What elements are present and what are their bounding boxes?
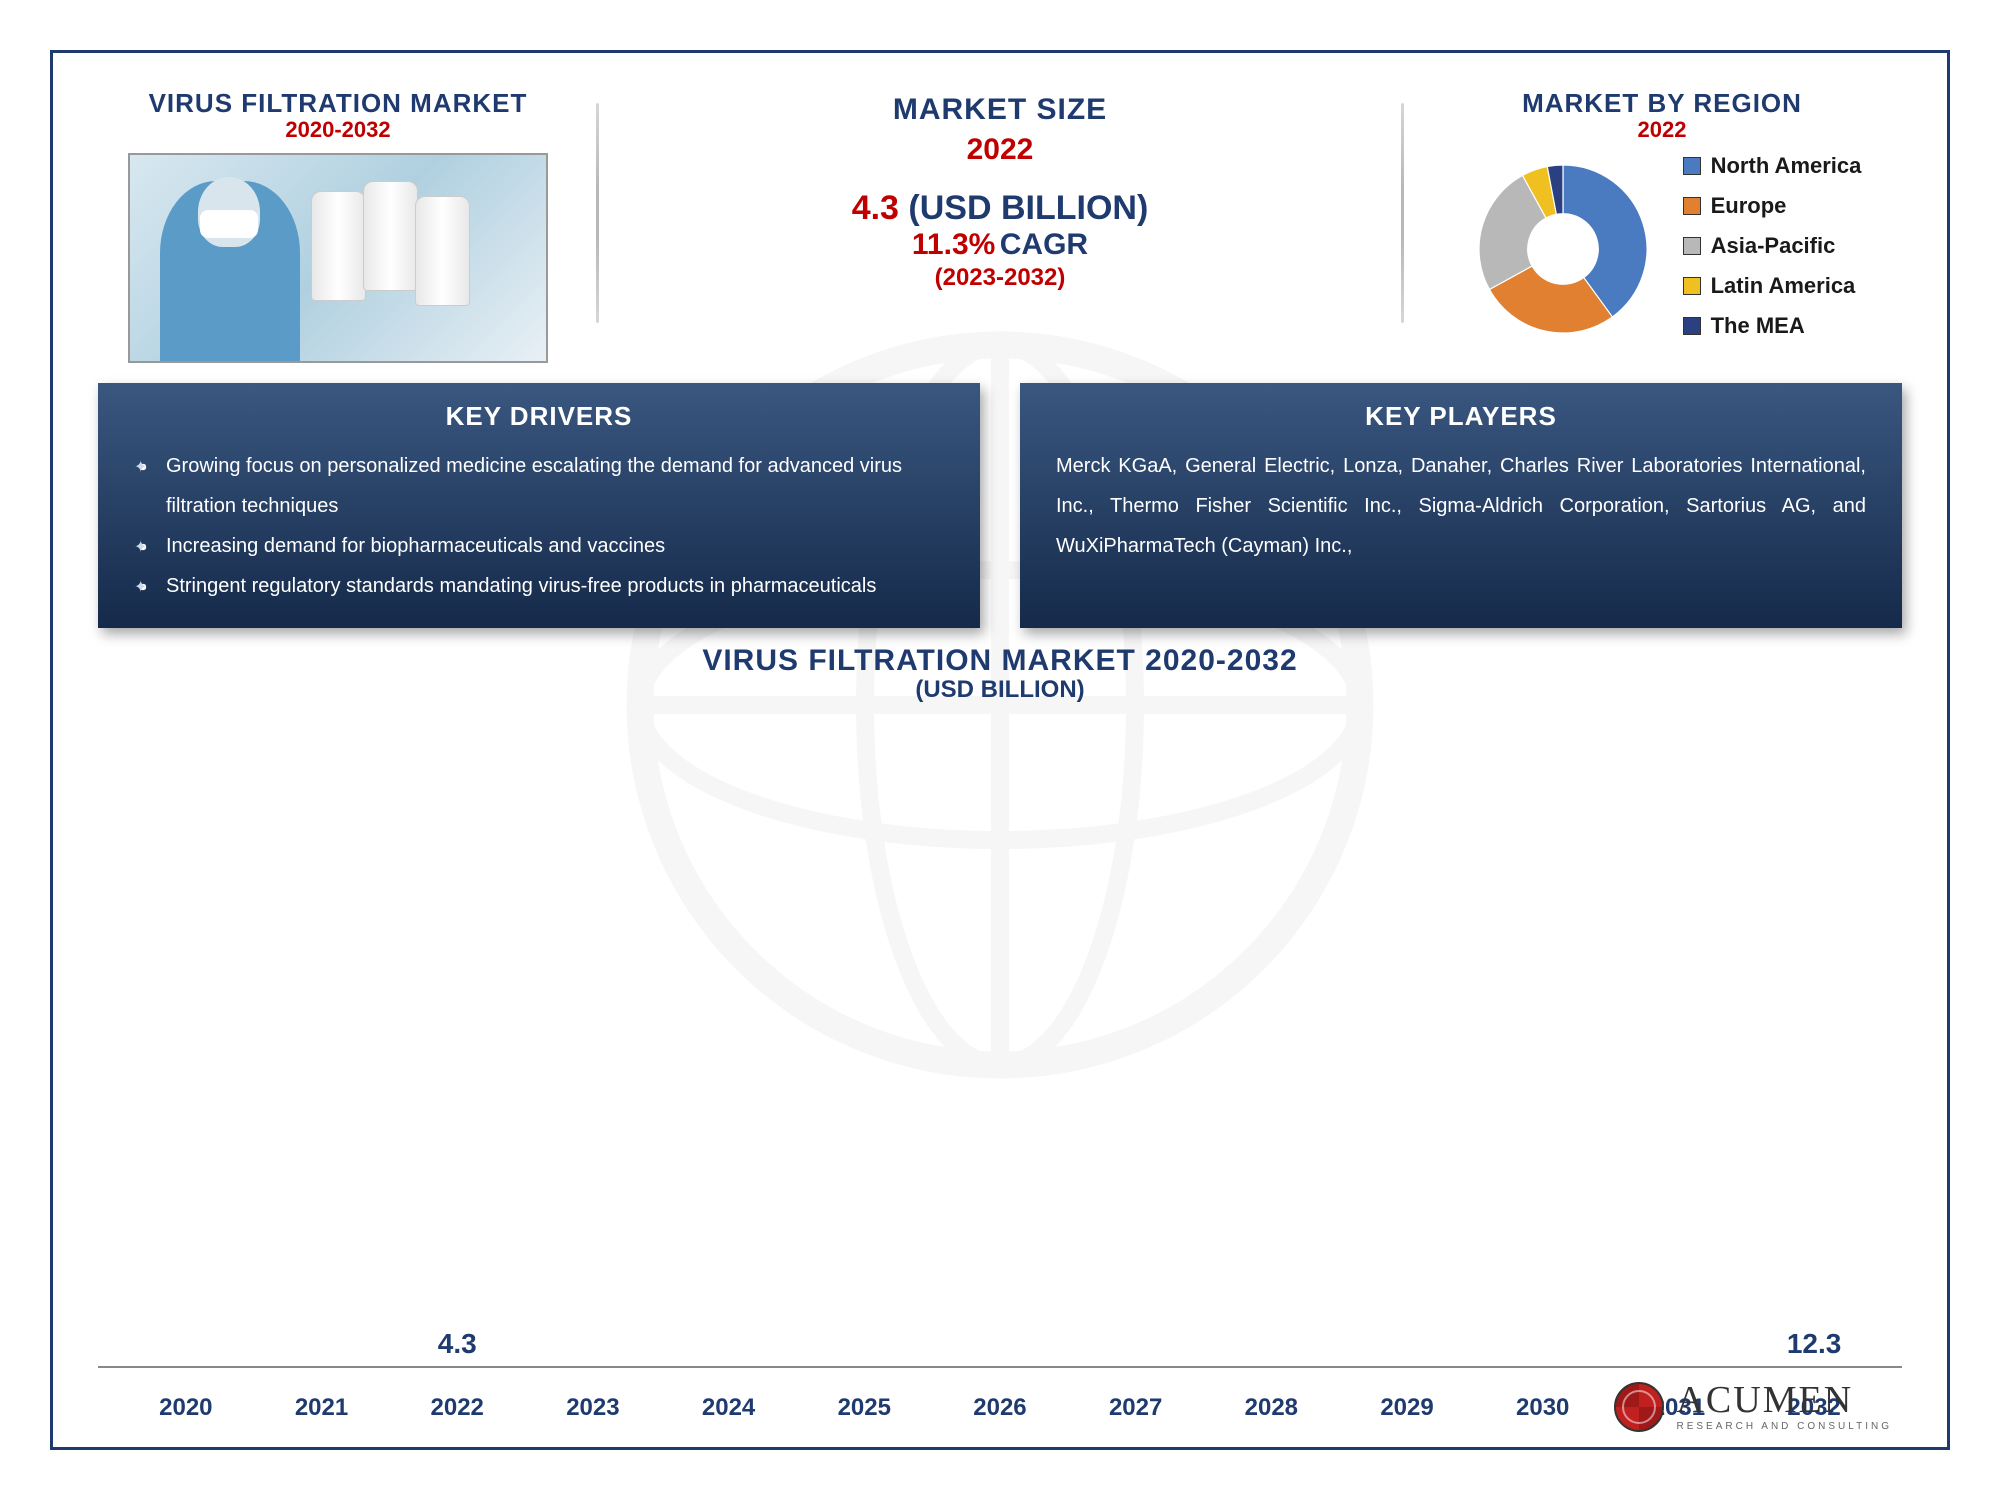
region-chart-wrap: North America Europe Asia-Pacific Latin Ame… [1463, 149, 1862, 349]
hero-image [128, 153, 548, 363]
legend-item: Latin America [1683, 273, 1862, 299]
legend-label: Europe [1711, 193, 1787, 219]
xaxis-label: 2021 [254, 1380, 390, 1422]
key-drivers-list: Growing focus on personalized medicine e… [134, 446, 944, 606]
bar-chart-subtitle: (USD BILLION) [98, 676, 1902, 704]
legend-swatch [1683, 237, 1701, 255]
xaxis-label: 2023 [525, 1380, 661, 1422]
legend-item: Europe [1683, 193, 1862, 219]
legend-swatch [1683, 197, 1701, 215]
header-right: MARKET BY REGION 2022 North America Europ… [1422, 88, 1902, 349]
cagr-row: 11.3% CAGR [912, 228, 1088, 262]
legend-swatch [1683, 277, 1701, 295]
key-drivers-title: KEY DRIVERS [134, 401, 944, 432]
region-donut-chart [1463, 149, 1663, 349]
info-panels: KEY DRIVERS Growing focus on personalize… [98, 383, 1902, 628]
brand-tagline: RESEARCH AND CONSULTING [1676, 1421, 1892, 1432]
market-size-year: 2022 [967, 133, 1034, 167]
bar-chart-title: VIRUS FILTRATION MARKET 2020-2032 [98, 644, 1902, 678]
key-drivers-panel: KEY DRIVERS Growing focus on personalize… [98, 383, 980, 628]
xaxis-label: 2026 [932, 1380, 1068, 1422]
market-title: VIRUS FILTRATION MARKET [149, 88, 528, 119]
legend-swatch [1683, 157, 1701, 175]
bar-value-label: 4.3 [438, 1328, 477, 1360]
cagr-label: CAGR [1000, 228, 1088, 261]
region-year: 2022 [1638, 117, 1687, 143]
key-players-body: Merck KGaA, General Electric, Lonza, Dan… [1056, 446, 1866, 566]
xaxis-label: 2030 [1475, 1380, 1611, 1422]
driver-item: Increasing demand for biopharmaceuticals… [134, 526, 944, 566]
brand-globe-icon [1614, 1382, 1664, 1432]
legend-label: Asia-Pacific [1711, 233, 1836, 259]
vertical-separator [1401, 103, 1404, 323]
infographic-frame: VIRUS FILTRATION MARKET 2020-2032 MARKET… [50, 50, 1950, 1450]
cagr-value: 11.3% [912, 228, 995, 261]
region-title: MARKET BY REGION [1522, 88, 1802, 119]
legend-label: The MEA [1711, 313, 1805, 339]
brand-logo: ACUMEN RESEARCH AND CONSULTING [1614, 1381, 1892, 1432]
header-row: VIRUS FILTRATION MARKET 2020-2032 MARKET… [98, 88, 1902, 363]
xaxis-label: 2024 [661, 1380, 797, 1422]
key-players-title: KEY PLAYERS [1056, 401, 1866, 432]
region-legend: North America Europe Asia-Pacific Latin Ame… [1683, 153, 1862, 339]
bar-chart-area: 4.3 12.3 20202021202220232024202520262027… [98, 704, 1902, 1422]
driver-item: Growing focus on personalized medicine e… [134, 446, 944, 526]
xaxis-label: 2027 [1068, 1380, 1204, 1422]
market-size-value-row: 4.3 (USD BILLION) [852, 189, 1149, 228]
market-size-value: 4.3 [852, 189, 899, 227]
driver-item: Stringent regulatory standards mandating… [134, 566, 944, 606]
bar-chart-section: VIRUS FILTRATION MARKET 2020-2032 (USD B… [98, 644, 1902, 1422]
legend-item: North America [1683, 153, 1862, 179]
xaxis-label: 2025 [796, 1380, 932, 1422]
legend-label: Latin America [1711, 273, 1856, 299]
bar-value-label: 12.3 [1787, 1328, 1842, 1360]
market-size-unit: (USD BILLION) [908, 189, 1148, 227]
bars-row: 4.3 12.3 [98, 704, 1902, 1368]
legend-swatch [1683, 317, 1701, 335]
header-left: VIRUS FILTRATION MARKET 2020-2032 [98, 88, 578, 363]
legend-label: North America [1711, 153, 1862, 179]
cagr-period: (2023-2032) [935, 264, 1066, 292]
key-players-panel: KEY PLAYERS Merck KGaA, General Electric… [1020, 383, 1902, 628]
xaxis-label: 2020 [118, 1380, 254, 1422]
xaxis-label: 2022 [389, 1380, 525, 1422]
market-size-title: MARKET SIZE [893, 93, 1107, 127]
xaxis-label: 2029 [1339, 1380, 1475, 1422]
brand-name: ACUMEN [1676, 1381, 1892, 1419]
legend-item: The MEA [1683, 313, 1862, 339]
xaxis-label: 2028 [1204, 1380, 1340, 1422]
vertical-separator [596, 103, 599, 323]
legend-item: Asia-Pacific [1683, 233, 1862, 259]
market-period: 2020-2032 [285, 117, 390, 143]
header-mid: MARKET SIZE 2022 4.3 (USD BILLION) 11.3%… [617, 88, 1383, 292]
